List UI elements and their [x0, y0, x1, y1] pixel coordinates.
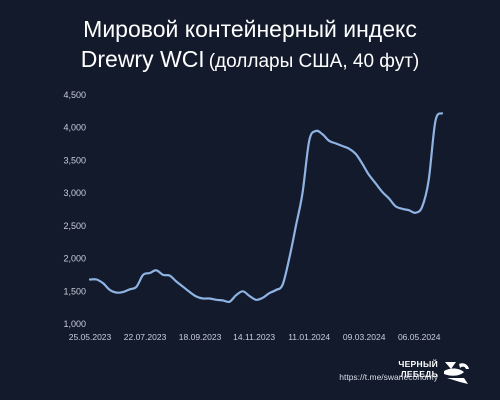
y-tick-label: 4,500 — [63, 90, 86, 100]
y-tick-label: 3,500 — [63, 155, 86, 165]
x-tick-label: 06.05.2024 — [398, 332, 441, 342]
y-tick-label: 1,000 — [63, 319, 86, 329]
chart-title: Мировой контейнерный индекс Drewry WCI (д… — [0, 14, 500, 77]
title-line-1: Мировой контейнерный индекс — [83, 16, 417, 42]
y-tick-label: 2,000 — [63, 254, 86, 264]
series-line — [88, 112, 444, 304]
x-tick-label: 11.01.2024 — [288, 332, 330, 342]
title-unit: (доллары США, 40 фут) — [208, 51, 420, 72]
y-tick-label: 3,000 — [63, 188, 86, 198]
x-tick-label: 22.07.2023 — [124, 332, 167, 342]
footer-channel-link[interactable]: https://t.me/swaneconomy — [339, 372, 438, 382]
y-tick-label: 2,500 — [63, 221, 86, 231]
y-tick-label: 4,000 — [63, 123, 86, 133]
x-tick-label: 14.11.2023 — [233, 332, 275, 342]
swan-logo-icon — [444, 362, 469, 384]
x-tick-label: 25.05.2023 — [69, 332, 112, 342]
x-tick-label: 09.03.2024 — [343, 332, 386, 342]
y-tick-label: 1,500 — [63, 286, 86, 296]
footer-brand-name: ЧЕРНЫЙ ЛЕБЕДЬ — [398, 359, 438, 379]
x-tick-label: 18.09.2023 — [179, 332, 222, 342]
title-line-2: Drewry WCI (доллары США, 40 фут) — [0, 44, 500, 77]
title-index-name: Drewry WCI — [80, 46, 205, 72]
